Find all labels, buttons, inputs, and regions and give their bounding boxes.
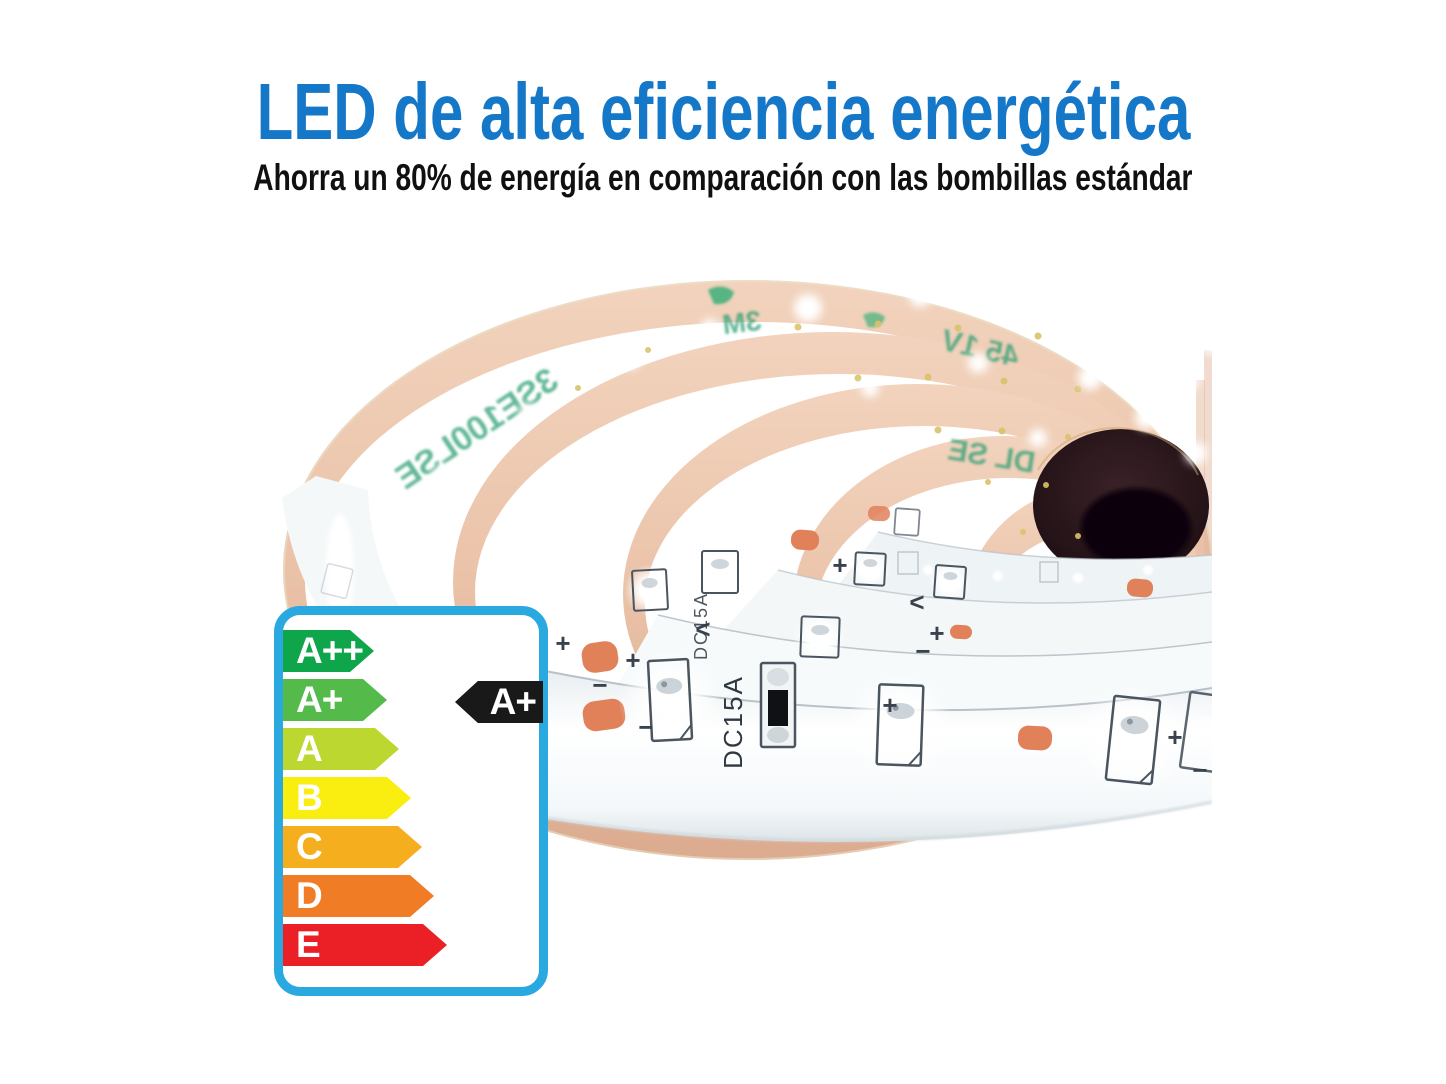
plus-mark: + bbox=[1167, 722, 1182, 752]
led-module bbox=[624, 564, 676, 616]
plus-mark: + bbox=[625, 645, 640, 675]
mid-band-components: + + − < < DC15A bbox=[624, 505, 1154, 666]
led-module bbox=[1178, 690, 1212, 774]
plus-mark: + bbox=[929, 618, 944, 648]
grade-label: D bbox=[296, 875, 322, 916]
grade-arrow-d: D bbox=[283, 875, 434, 917]
grade-arrow-b: B bbox=[283, 777, 411, 819]
grade-label: B bbox=[296, 777, 322, 818]
glare-bokeh bbox=[431, 285, 1212, 491]
led-module bbox=[1077, 684, 1189, 796]
arrow-mark: < bbox=[909, 587, 924, 617]
grade-label: C bbox=[296, 826, 322, 867]
rating-tag-label: A+ bbox=[489, 681, 537, 722]
minus-mark: − bbox=[1192, 755, 1207, 785]
coil-center-hole bbox=[1033, 427, 1209, 581]
led-module bbox=[793, 610, 847, 664]
led-module bbox=[848, 547, 892, 591]
page-title: LED de alta eficiencia energética bbox=[0, 72, 1446, 152]
led-module bbox=[928, 560, 972, 604]
minus-mark: − bbox=[915, 636, 930, 666]
dc-rating-print: DC15A bbox=[691, 592, 711, 660]
plus-mark: + bbox=[832, 550, 847, 580]
led-module bbox=[893, 507, 921, 537]
led-module bbox=[618, 648, 722, 752]
minus-mark: − bbox=[638, 712, 653, 742]
led-strip-photo: 3SE100LSE 45 1V DL SE 3M bbox=[282, 280, 1212, 860]
plus-mark: + bbox=[882, 690, 897, 720]
grade-arrow-a-plus: A+ bbox=[283, 679, 387, 721]
page-subtitle: Ahorra un 80% de energía en comparación … bbox=[0, 159, 1446, 196]
polarity-marks: + + − − + + − bbox=[555, 628, 1207, 785]
grade-label: E bbox=[296, 924, 320, 965]
arrow-mark: < bbox=[695, 614, 710, 644]
grade-label: A bbox=[296, 728, 322, 769]
grade-arrow-c: C bbox=[283, 826, 422, 868]
grade-label: A++ bbox=[296, 630, 363, 671]
minus-mark: − bbox=[592, 670, 607, 700]
led-module-chip bbox=[759, 661, 797, 749]
polarity-marks: + + − < < bbox=[695, 550, 944, 666]
grade-arrow-e: E bbox=[283, 924, 447, 966]
energy-efficiency-label: A++ A+ A B C D E bbox=[274, 606, 548, 996]
resistor-pad bbox=[790, 505, 1154, 640]
page-title-text: LED de alta eficiencia energética bbox=[256, 67, 1190, 156]
grade-label: A+ bbox=[296, 679, 343, 720]
main-band-components: + + − − + + − DC15A bbox=[555, 628, 1212, 796]
grade-arrow-a: A bbox=[283, 728, 399, 770]
page-subtitle-text: Ahorra un 80% de energía en comparación … bbox=[253, 157, 1193, 198]
led-module bbox=[846, 671, 954, 779]
led-module bbox=[693, 545, 747, 599]
resistor-pad bbox=[581, 641, 1053, 751]
adhesive-marking-text: 3M bbox=[721, 305, 763, 341]
dc-rating-print: DC15A bbox=[718, 675, 748, 769]
grade-arrow-a-plus-plus: A++ bbox=[283, 630, 374, 672]
rim-led-dots bbox=[575, 320, 1082, 539]
plus-mark: + bbox=[555, 628, 570, 658]
